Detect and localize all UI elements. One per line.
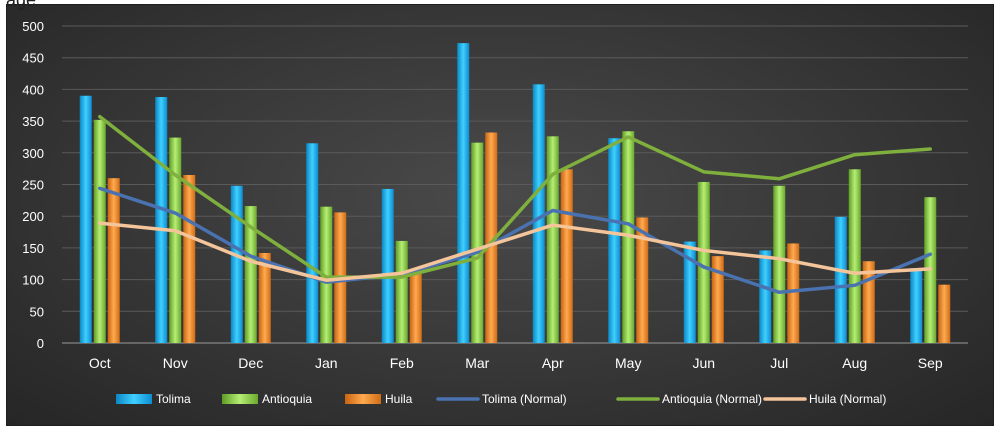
bar-tolima-may bbox=[608, 138, 621, 343]
bar-huila-jul bbox=[787, 243, 800, 343]
y-tick-label: 350 bbox=[22, 114, 44, 129]
legend-label: Antioquia bbox=[262, 392, 312, 406]
bar-tolima-aug bbox=[834, 216, 847, 343]
bar-tolima-oct bbox=[79, 95, 92, 344]
bar-antioquia-aug bbox=[848, 169, 861, 343]
legend-label: Tolima (Normal) bbox=[482, 392, 567, 406]
y-tick-label: 500 bbox=[22, 19, 44, 34]
x-tick-label: Jun bbox=[692, 355, 715, 371]
bar-huila-feb bbox=[409, 273, 422, 343]
bar-tolima-sep bbox=[910, 268, 923, 343]
y-tick-label: 150 bbox=[22, 241, 44, 256]
bar-tolima-jan bbox=[306, 143, 319, 343]
legend-swatch bbox=[345, 394, 381, 404]
bar-huila-dec bbox=[258, 252, 271, 343]
line-huila-normal bbox=[98, 221, 932, 282]
y-tick-label: 250 bbox=[22, 178, 44, 193]
bar-antioquia-jul bbox=[773, 185, 786, 343]
bar-antioquia-mar bbox=[471, 142, 484, 343]
bar-antioquia-jun bbox=[697, 181, 710, 343]
bar-tolima-apr bbox=[532, 84, 545, 343]
x-tick-label: Dec bbox=[238, 355, 263, 371]
bar-huila-nov bbox=[183, 174, 196, 343]
y-tick-label: 50 bbox=[30, 304, 44, 319]
x-tick-label: Oct bbox=[89, 355, 111, 371]
x-tick-label: Jul bbox=[770, 355, 788, 371]
x-tick-label: Nov bbox=[163, 355, 188, 371]
bar-antioquia-feb bbox=[395, 240, 408, 343]
x-tick-label: Feb bbox=[390, 355, 414, 371]
bar-tolima-jun bbox=[683, 241, 696, 343]
legend-label: Tolima bbox=[156, 392, 191, 406]
bar-huila-sep bbox=[938, 284, 951, 343]
bar-antioquia-dec bbox=[244, 206, 257, 343]
bar-antioquia-oct bbox=[93, 119, 106, 343]
bar-tolima-mar bbox=[457, 43, 470, 343]
bar-antioquia-nov bbox=[169, 137, 182, 343]
bar-tolima-jul bbox=[759, 250, 772, 343]
legend-label: Huila (Normal) bbox=[809, 392, 886, 406]
x-tick-label: Sep bbox=[918, 355, 943, 371]
y-tick-label: 0 bbox=[37, 336, 44, 351]
y-tick-label: 300 bbox=[22, 146, 44, 161]
x-tick-label: Mar bbox=[465, 355, 489, 371]
bar-huila-oct bbox=[107, 178, 120, 343]
bar-huila-mar bbox=[485, 132, 498, 343]
bar-huila-jun bbox=[711, 256, 724, 343]
y-tick-label: 200 bbox=[22, 209, 44, 224]
line-antioquia-normal bbox=[98, 114, 932, 279]
bar-antioquia-may bbox=[622, 131, 635, 343]
bar-huila-may bbox=[636, 217, 649, 343]
line-tolima-normal bbox=[98, 186, 932, 295]
x-tick-label: Jan bbox=[315, 355, 338, 371]
bar-tolima-feb bbox=[381, 188, 394, 343]
bar-tolima-dec bbox=[230, 185, 243, 343]
bar-tolima-nov bbox=[155, 97, 168, 344]
x-tick-label: Apr bbox=[542, 355, 564, 371]
legend-swatch bbox=[222, 394, 258, 404]
legend-swatch bbox=[116, 394, 152, 404]
legend-label: Huila bbox=[385, 392, 413, 406]
x-tick-label: Aug bbox=[842, 355, 867, 371]
y-tick-label: 450 bbox=[22, 51, 44, 66]
cropped-header-text: age bbox=[6, 0, 37, 10]
bar-huila-apr bbox=[560, 169, 573, 343]
y-tick-label: 400 bbox=[22, 82, 44, 97]
legend-label: Antioquia (Normal) bbox=[662, 392, 762, 406]
y-tick-label: 100 bbox=[22, 273, 44, 288]
x-tick-label: May bbox=[615, 355, 641, 371]
bar-antioquia-apr bbox=[546, 136, 559, 343]
bar-antioquia-jan bbox=[320, 206, 333, 343]
